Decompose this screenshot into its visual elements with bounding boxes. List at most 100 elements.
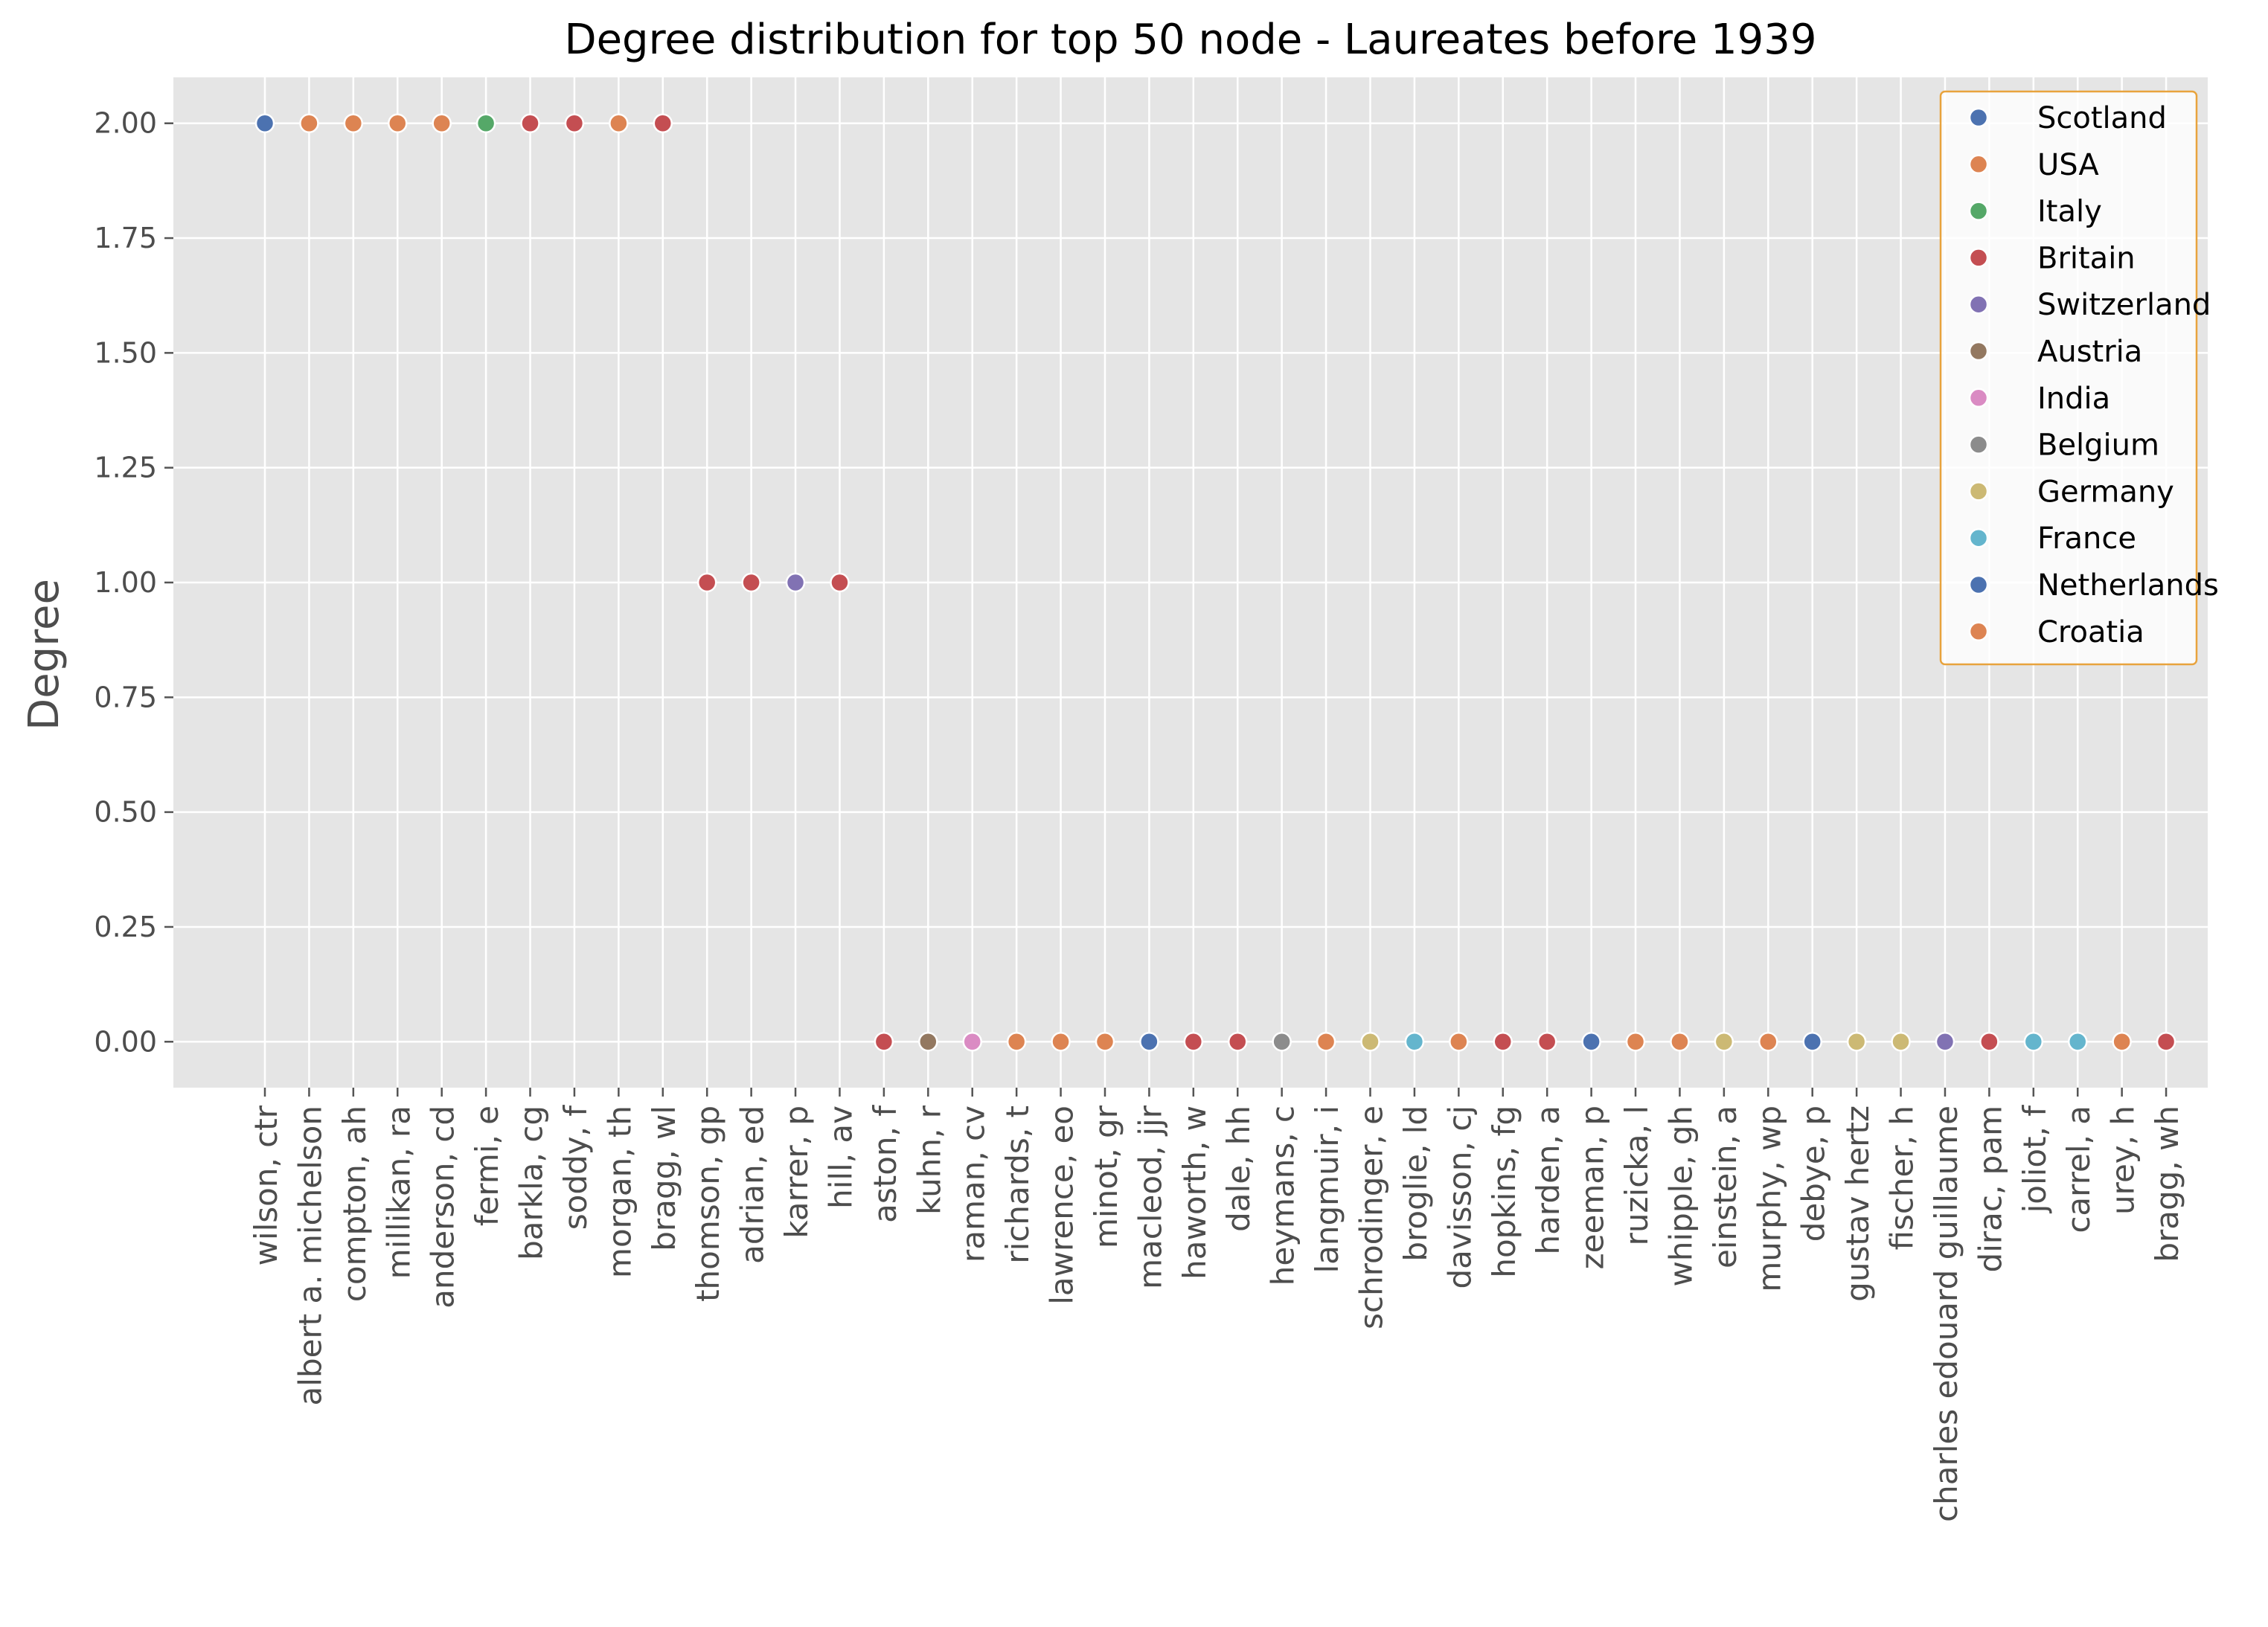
- x-tick-label: haworth, w: [1176, 1105, 1213, 1280]
- x-axis: wilson, ctr albert a. michelson compton, a…: [248, 1088, 2185, 1522]
- data-point: [1272, 1032, 1292, 1052]
- legend-label: Switzerland: [2037, 288, 2211, 322]
- data-point: [1493, 1032, 1513, 1052]
- legend-marker: [1968, 388, 1989, 408]
- legend: Scotland USA Italy Britain Switzerland Austri…: [1939, 90, 2219, 666]
- legend-marker: [1968, 621, 1989, 642]
- x-tick-label: langmuir, i: [1309, 1105, 1345, 1274]
- x-tick-label: thomson, gp: [690, 1105, 726, 1302]
- y-tick-label: 2.00: [94, 107, 157, 140]
- legend-box: [1939, 90, 2198, 666]
- y-tick-label: 1.25: [94, 452, 157, 484]
- x-tick-label: morgan, th: [601, 1105, 638, 1278]
- data-point: [696, 572, 717, 593]
- x-tick-label: dale, hh: [1220, 1105, 1257, 1232]
- data-point: [1537, 1032, 1557, 1052]
- legend-label: Belgium: [2037, 429, 2159, 463]
- x-tick-label: adrian, ed: [734, 1105, 771, 1264]
- x-tick-label: macleod, jjr: [1132, 1105, 1168, 1289]
- data-point: [1139, 1032, 1159, 1052]
- legend-label: Croatia: [2037, 615, 2144, 649]
- y-tick-label: 0.00: [94, 1025, 157, 1058]
- x-tick-label: fermi, e: [469, 1105, 505, 1226]
- x-tick-label: wilson, ctr: [248, 1105, 284, 1265]
- legend-marker: [1968, 527, 1989, 548]
- data-point: [388, 113, 408, 133]
- legend-label: Austria: [2037, 335, 2142, 369]
- legend-marker: [1968, 434, 1989, 455]
- chart-title: Degree distribution for top 50 node - La…: [564, 16, 1816, 64]
- data-point: [609, 113, 629, 133]
- x-tick-label: heymans, c: [1265, 1105, 1301, 1286]
- data-point: [1935, 1032, 1955, 1052]
- x-tick-label: davisson, cj: [1441, 1105, 1478, 1289]
- x-tick-label: anderson, cd: [425, 1105, 461, 1309]
- data-point: [1051, 1032, 1071, 1052]
- data-point: [299, 113, 319, 133]
- x-tick-label: broglie, ld: [1397, 1105, 1434, 1262]
- legend-label: Germany: [2037, 475, 2174, 509]
- data-point: [564, 113, 585, 133]
- x-tick-label: carrel, a: [2060, 1105, 2097, 1233]
- legend-label: India: [2037, 382, 2110, 416]
- y-tick-label: 1.50: [94, 336, 157, 369]
- data-point: [785, 572, 806, 593]
- x-tick-label: gustav hertz: [1839, 1105, 1876, 1302]
- data-points: [254, 113, 2176, 1052]
- x-tick-label: murphy, wp: [1751, 1105, 1787, 1292]
- y-tick-label: 0.75: [94, 681, 157, 713]
- y-tick-label: 0.25: [94, 911, 157, 943]
- x-tick-label: ruzicka, l: [1618, 1105, 1655, 1245]
- data-point: [1360, 1032, 1380, 1052]
- x-tick-label: minot, gr: [1088, 1105, 1124, 1248]
- x-tick-label: karrer, p: [778, 1105, 815, 1239]
- x-tick-label: kuhn, r: [911, 1105, 947, 1215]
- data-point: [830, 572, 850, 593]
- legend-label: Scotland: [2037, 101, 2167, 135]
- y-axis: 0.00 0.25 0.50 0.75 1.00 1.25 1.50 1.75 2.00: [94, 107, 173, 1058]
- data-point: [432, 113, 452, 133]
- x-tick-label: compton, ah: [336, 1105, 373, 1302]
- legend-label: USA: [2037, 148, 2099, 182]
- y-axis-label: Degree: [20, 579, 68, 731]
- grid-lines: [173, 77, 2208, 1088]
- x-tick-label: bragg, wh: [2149, 1105, 2185, 1262]
- x-tick-label: albert a. michelson: [292, 1105, 328, 1405]
- y-tick-label: 1.00: [94, 566, 157, 599]
- data-point: [1183, 1032, 1204, 1052]
- data-point: [1891, 1032, 1911, 1052]
- x-tick-label: harden, a: [1530, 1105, 1566, 1254]
- x-tick-label: hopkins, fg: [1486, 1105, 1522, 1278]
- data-point: [874, 1032, 894, 1052]
- legend-label: France: [2037, 522, 2136, 556]
- y-tick-label: 0.50: [94, 796, 157, 829]
- data-point: [918, 1032, 938, 1052]
- data-point: [1006, 1032, 1027, 1052]
- data-point: [2023, 1032, 2044, 1052]
- legend-label: Netherlands: [2037, 568, 2219, 603]
- x-tick-label: fischer, h: [1884, 1105, 1921, 1250]
- x-tick-label: debye, p: [1796, 1105, 1832, 1242]
- x-tick-label: soddy, f: [557, 1105, 594, 1230]
- x-tick-label: dirac, pam: [1972, 1105, 2008, 1272]
- data-point: [962, 1032, 982, 1052]
- x-tick-label: zeeman, p: [1575, 1105, 1611, 1269]
- data-point: [2067, 1032, 2088, 1052]
- legend-marker: [1968, 248, 1989, 268]
- data-point: [254, 113, 275, 133]
- x-tick-label: einstein, a: [1707, 1105, 1743, 1268]
- legend-label: Britain: [2037, 241, 2136, 275]
- data-point: [1979, 1032, 1999, 1052]
- data-point: [653, 113, 673, 133]
- data-point: [1449, 1032, 1469, 1052]
- legend-marker: [1968, 201, 1989, 221]
- data-point: [1404, 1032, 1425, 1052]
- x-tick-label: hill, av: [822, 1105, 859, 1209]
- data-point: [1227, 1032, 1248, 1052]
- data-point: [2156, 1032, 2176, 1052]
- legend-marker: [1968, 107, 1989, 128]
- data-point: [1095, 1032, 1115, 1052]
- data-point: [741, 572, 761, 593]
- data-point: [1714, 1032, 1734, 1052]
- x-tick-label: whipple, gh: [1662, 1105, 1699, 1286]
